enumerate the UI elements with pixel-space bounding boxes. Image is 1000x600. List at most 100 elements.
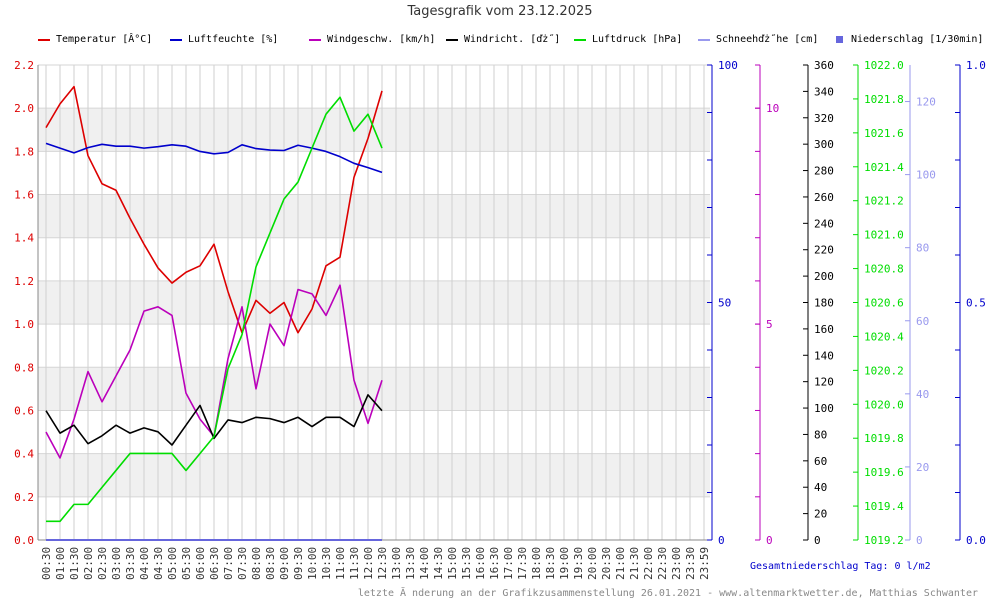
axis-label-dir: 220 <box>814 244 834 257</box>
axis-label-dir: 360 <box>814 59 834 72</box>
y-tick-label-temp: 0.2 <box>14 491 34 504</box>
x-tick-label: 04:00 <box>138 547 151 580</box>
series-line <box>46 96 383 523</box>
x-tick-label: 13:00 <box>390 547 403 580</box>
x-tick-label: 08:00 <box>250 547 263 580</box>
axis-label-hum: 0 <box>718 534 725 547</box>
x-tick-label: 18:00 <box>530 547 543 580</box>
x-tick-label: 01:30 <box>68 547 81 580</box>
x-tick-label: 02:00 <box>82 547 95 580</box>
axis-label-rain: 1.0 <box>966 59 986 72</box>
axis-label-dir: 260 <box>814 191 834 204</box>
axis-label-dir: 60 <box>814 455 827 468</box>
axis-label-rain: 0.5 <box>966 297 986 310</box>
y-tick-label-temp: 1.2 <box>14 275 34 288</box>
axis-label-press: 1019.4 <box>864 500 904 513</box>
axis-label-dir: 100 <box>814 402 834 415</box>
legend-swatch <box>446 38 458 41</box>
axis-label-press: 1022.0 <box>864 59 904 72</box>
axis-label-wind: 0 <box>766 534 773 547</box>
series-line <box>45 394 383 446</box>
axis-label-snow: 40 <box>916 388 929 401</box>
y-tick-label-temp: 1.4 <box>14 232 34 245</box>
legend-item: Luftfeuchte [%] <box>170 34 278 45</box>
x-tick-label: 15:30 <box>460 547 473 580</box>
x-tick-label: 14:30 <box>432 547 445 580</box>
x-tick-label: 21:30 <box>628 547 641 580</box>
axis-label-press: 1019.6 <box>864 466 904 479</box>
grid-band <box>38 453 710 497</box>
x-tick-label: 05:30 <box>180 547 193 580</box>
axis-label-snow: 80 <box>916 242 929 255</box>
axis-label-press: 1020.0 <box>864 398 904 411</box>
axis-label-press: 1021.0 <box>864 229 904 242</box>
x-tick-label: 04:30 <box>152 547 165 580</box>
axis-label-press: 1021.2 <box>864 195 904 208</box>
x-tick-label: 23:30 <box>684 547 697 580</box>
axis-label-wind: 5 <box>766 318 773 331</box>
axis-label-dir: 280 <box>814 165 834 178</box>
x-tick-label: 09:00 <box>278 547 291 580</box>
x-tick-label: 23:59 <box>698 547 711 580</box>
x-tick-label: 22:00 <box>642 547 655 580</box>
axis-label-dir: 140 <box>814 349 834 362</box>
x-tick-label: 08:30 <box>264 547 277 580</box>
legend-label: Niederschlag [1/30min] <box>851 34 984 45</box>
y-tick-label-temp: 2.2 <box>14 59 34 72</box>
axis-label-snow: 120 <box>916 96 936 109</box>
axis-label-press: 1021.4 <box>864 161 904 174</box>
axis-label-press: 1021.6 <box>864 127 904 140</box>
x-tick-label: 20:30 <box>600 547 613 580</box>
x-tick-label: 21:00 <box>614 547 627 580</box>
x-tick-label: 00:30 <box>40 547 53 580</box>
legend-swatch <box>836 36 843 43</box>
x-tick-label: 03:30 <box>124 547 137 580</box>
axis-label-hum: 50 <box>718 297 731 310</box>
y-tick-label-temp: 2.0 <box>14 102 34 115</box>
x-tick-label: 16:30 <box>488 547 501 580</box>
axis-label-dir: 40 <box>814 481 827 494</box>
axis-label-press: 1020.4 <box>864 330 904 343</box>
legend-item: Niederschlag [1/30min] <box>833 34 983 45</box>
legend-item: Windricht. [ďż˝] <box>446 34 560 45</box>
x-tick-label: 17:00 <box>502 547 515 580</box>
x-tick-label: 19:30 <box>572 547 585 580</box>
legend-swatch <box>38 38 50 41</box>
x-tick-label: 12:00 <box>362 547 375 580</box>
y-tick-label-temp: 0.4 <box>14 448 34 461</box>
legend-swatch <box>574 38 586 41</box>
legend-label: Luftdruck [hPa] <box>592 34 683 45</box>
legend-item: Schneehďż˝he [cm] <box>698 34 818 45</box>
x-tick-label: 05:00 <box>166 547 179 580</box>
x-tick-label: 17:30 <box>516 547 529 580</box>
axis-label-snow: 60 <box>916 315 929 328</box>
x-tick-label: 07:30 <box>236 547 249 580</box>
x-tick-label: 03:00 <box>110 547 123 580</box>
y-tick-label-temp: 0.6 <box>14 404 34 417</box>
x-tick-label: 09:30 <box>292 547 305 580</box>
axis-label-press: 1020.6 <box>864 297 904 310</box>
series-line <box>45 142 383 174</box>
legend-item: Temperatur [Â°C] <box>38 34 152 45</box>
y-tick-label-temp: 1.0 <box>14 318 34 331</box>
chart-title: Tagesgrafik vom 23.12.2025 <box>407 4 593 19</box>
legend-item: Luftdruck [hPa] <box>574 34 682 45</box>
x-tick-label: 18:30 <box>544 547 557 580</box>
axis-label-dir: 300 <box>814 138 834 151</box>
x-tick-label: 10:30 <box>320 547 333 580</box>
legend-label: Windgeschw. [km/h] <box>327 34 436 45</box>
axis-label-dir: 80 <box>814 428 827 441</box>
x-tick-label: 11:00 <box>334 547 347 580</box>
x-tick-label: 20:00 <box>586 547 599 580</box>
axis-label-dir: 20 <box>814 508 827 521</box>
x-tick-label: 14:00 <box>418 547 431 580</box>
axis-label-snow: 20 <box>916 461 929 474</box>
grid-band <box>38 194 710 238</box>
axis-label-press: 1020.2 <box>864 364 904 377</box>
axis-label-press: 1019.2 <box>864 534 904 547</box>
axis-label-dir: 160 <box>814 323 834 336</box>
axis-label-press: 1021.8 <box>864 93 904 106</box>
axis-label-hum: 100 <box>718 59 738 72</box>
axis-label-dir: 120 <box>814 376 834 389</box>
